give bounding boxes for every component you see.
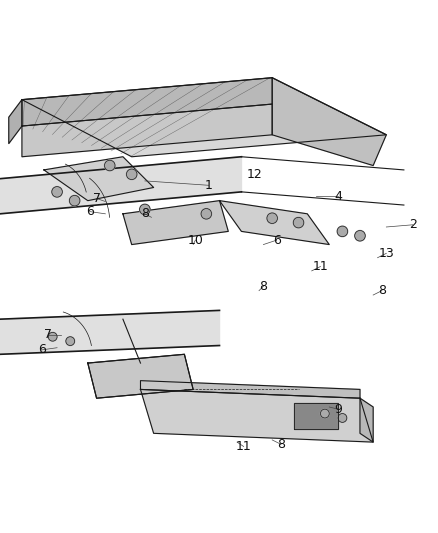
Text: 2: 2 xyxy=(408,219,416,231)
Text: 4: 4 xyxy=(333,190,341,203)
Circle shape xyxy=(201,208,211,219)
Circle shape xyxy=(126,169,137,180)
Text: 8: 8 xyxy=(259,280,267,293)
Text: 8: 8 xyxy=(276,438,284,451)
Circle shape xyxy=(336,226,347,237)
Text: 10: 10 xyxy=(187,233,203,247)
Polygon shape xyxy=(44,157,153,200)
Text: 9: 9 xyxy=(333,402,341,416)
Circle shape xyxy=(48,333,57,341)
Text: 6: 6 xyxy=(38,343,46,357)
Text: 7: 7 xyxy=(44,328,52,341)
Circle shape xyxy=(320,409,328,418)
Polygon shape xyxy=(22,78,272,126)
Polygon shape xyxy=(123,200,228,245)
Circle shape xyxy=(139,204,150,215)
Text: 12: 12 xyxy=(246,168,262,181)
Text: 7: 7 xyxy=(92,192,100,205)
Text: 11: 11 xyxy=(312,260,328,273)
Polygon shape xyxy=(0,310,219,354)
Circle shape xyxy=(266,213,277,223)
Text: 6: 6 xyxy=(272,233,280,247)
Circle shape xyxy=(337,414,346,422)
Circle shape xyxy=(69,196,80,206)
Polygon shape xyxy=(22,104,272,157)
Polygon shape xyxy=(0,157,241,214)
Text: 13: 13 xyxy=(378,247,393,260)
Polygon shape xyxy=(140,381,359,398)
Text: 8: 8 xyxy=(141,207,148,220)
Polygon shape xyxy=(272,78,385,166)
Text: 11: 11 xyxy=(235,440,251,453)
Circle shape xyxy=(293,217,303,228)
Polygon shape xyxy=(9,100,22,143)
Text: 6: 6 xyxy=(86,205,94,218)
Circle shape xyxy=(104,160,115,171)
Polygon shape xyxy=(219,200,328,245)
Bar xyxy=(293,402,337,429)
Polygon shape xyxy=(88,354,193,398)
Text: 1: 1 xyxy=(204,179,212,192)
Polygon shape xyxy=(359,398,372,442)
Circle shape xyxy=(66,337,74,345)
Polygon shape xyxy=(22,78,385,157)
Polygon shape xyxy=(140,390,372,442)
Circle shape xyxy=(354,230,364,241)
Text: 8: 8 xyxy=(377,284,385,297)
Circle shape xyxy=(52,187,62,197)
